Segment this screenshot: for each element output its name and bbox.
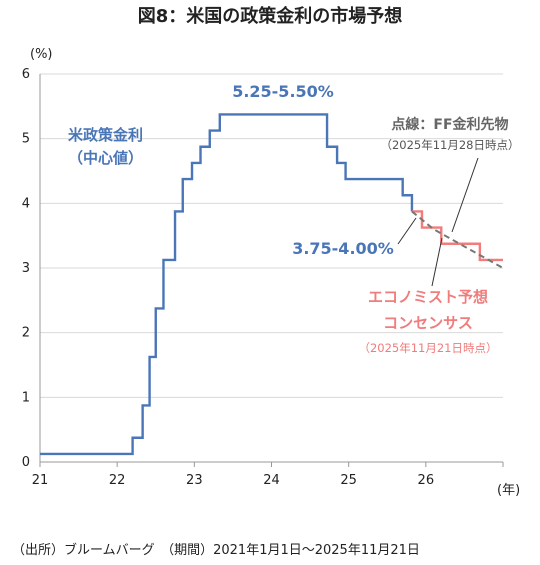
y-tick-label: 5 bbox=[22, 132, 30, 147]
x-tick-label: 24 bbox=[263, 473, 280, 488]
consensus-date: （2025年11月21日時点） bbox=[358, 341, 497, 355]
y-tick-label: 4 bbox=[22, 196, 30, 211]
series-line-2 bbox=[411, 210, 504, 269]
y-tick-labels: 0 1 2 3 4 5 6 bbox=[22, 67, 30, 470]
y-axis-unit: (%) bbox=[30, 47, 53, 62]
y-tick-label: 1 bbox=[22, 390, 30, 405]
x-tick-label: 26 bbox=[418, 473, 435, 488]
series-line-1 bbox=[411, 210, 503, 262]
current-rate-label: 3.75-4.00% bbox=[292, 239, 394, 258]
futures-label: 点線：FF金利先物 bbox=[391, 116, 508, 133]
chart-title: 図8：米国の政策金利の市場予想 bbox=[138, 5, 403, 27]
x-tick-labels: 21 22 23 24 25 26 bbox=[32, 473, 434, 488]
x-tick-label: 25 bbox=[340, 473, 357, 488]
y-tick-label: 2 bbox=[22, 326, 30, 341]
x-tick-label: 23 bbox=[186, 473, 203, 488]
axes bbox=[39, 74, 504, 467]
y-tick-label: 3 bbox=[22, 261, 30, 276]
futures-leader bbox=[451, 157, 479, 233]
consensus-label-line1: エコノミスト予想 bbox=[368, 288, 488, 306]
policy-rate-label-line2: （中心値） bbox=[68, 149, 143, 167]
x-axis-unit: (年) bbox=[497, 483, 520, 498]
policy-rate-label-line1: 米政策金利 bbox=[68, 126, 143, 144]
futures-date: （2025年11月28日時点） bbox=[380, 138, 519, 152]
series-line-0 bbox=[40, 113, 414, 456]
y-tick-label: 0 bbox=[22, 455, 30, 470]
grid bbox=[40, 73, 503, 398]
consensus-label-line2: コンセンサス bbox=[383, 314, 473, 332]
y-tick-label: 6 bbox=[22, 67, 30, 82]
consensus-leader bbox=[431, 237, 443, 287]
x-tick-label: 22 bbox=[109, 473, 126, 488]
source-note: （出所）ブルームバーグ （期間）2021年1月1日～2025年11月21日 bbox=[12, 542, 420, 558]
current-rate-leader bbox=[397, 217, 417, 245]
x-tick-label: 21 bbox=[32, 473, 49, 488]
peak-rate-label: 5.25-5.50% bbox=[232, 82, 334, 101]
